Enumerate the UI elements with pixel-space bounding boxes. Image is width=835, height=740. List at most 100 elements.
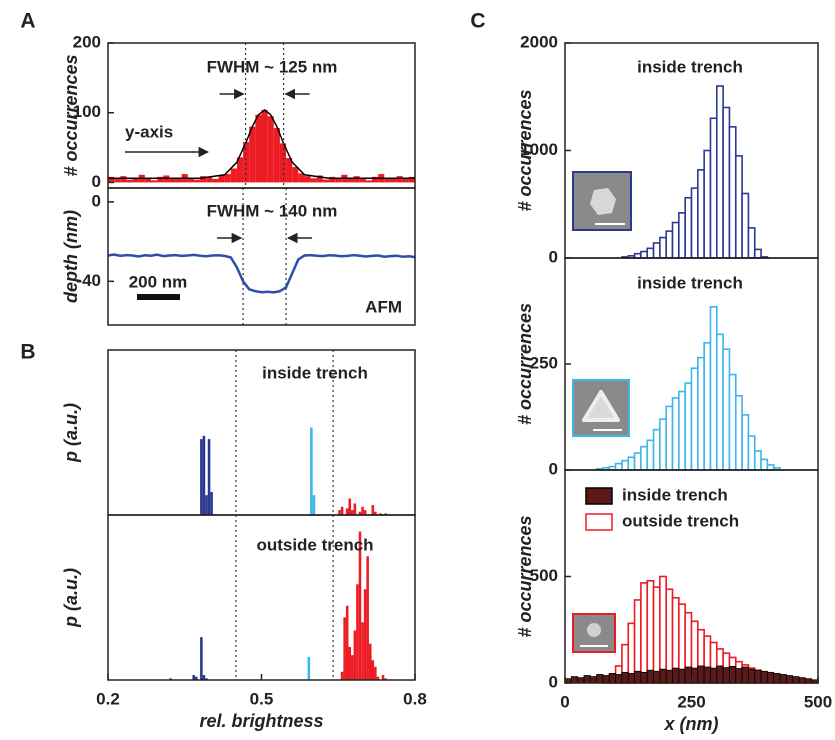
annotation: 200 nm bbox=[129, 272, 188, 291]
bar bbox=[659, 236, 667, 259]
x-tick-label: 250 bbox=[677, 692, 705, 711]
bar bbox=[753, 248, 762, 259]
bar bbox=[368, 643, 372, 680]
bar bbox=[741, 666, 749, 684]
bar bbox=[402, 178, 409, 183]
bar bbox=[200, 637, 203, 680]
inset-particle bbox=[582, 390, 620, 422]
bar bbox=[338, 510, 341, 515]
bar bbox=[633, 599, 642, 684]
bar bbox=[709, 117, 718, 259]
bar bbox=[652, 242, 661, 259]
panel-title: inside trench bbox=[637, 57, 743, 76]
bar bbox=[640, 582, 649, 684]
x-tick-label: 0.2 bbox=[96, 689, 120, 708]
bar bbox=[735, 668, 743, 684]
bar bbox=[261, 109, 268, 183]
bar bbox=[384, 513, 387, 515]
bar bbox=[646, 579, 655, 684]
bar bbox=[665, 669, 673, 684]
y-tick-label: -40 bbox=[76, 271, 101, 290]
inset-images bbox=[572, 171, 632, 653]
y-axis-label: # occurrences bbox=[515, 303, 535, 425]
inset-particle bbox=[590, 188, 616, 215]
bar bbox=[754, 669, 762, 684]
y-axis-label: p (a.u.) bbox=[61, 568, 81, 628]
bar bbox=[207, 439, 211, 515]
bar bbox=[365, 180, 373, 183]
x-tick-label: 500 bbox=[804, 692, 832, 711]
bar bbox=[353, 630, 357, 680]
bar bbox=[715, 333, 724, 471]
bar bbox=[760, 458, 769, 471]
bar bbox=[206, 177, 213, 183]
bar bbox=[358, 511, 362, 515]
bar bbox=[703, 149, 712, 259]
plot-frame bbox=[107, 187, 416, 326]
bar bbox=[335, 177, 342, 183]
bar bbox=[351, 655, 354, 680]
inset-particle bbox=[587, 623, 601, 637]
bar bbox=[697, 665, 705, 684]
bar bbox=[374, 511, 377, 515]
bar bbox=[722, 667, 730, 684]
bar bbox=[212, 178, 219, 183]
bar bbox=[748, 668, 756, 684]
bar bbox=[741, 414, 750, 471]
bar bbox=[361, 506, 364, 515]
bar bbox=[766, 464, 775, 471]
bar bbox=[169, 678, 172, 680]
y-tick-label: 250 bbox=[530, 353, 558, 372]
y-axis-label: p (a.u.) bbox=[61, 403, 81, 463]
bar bbox=[267, 116, 274, 183]
y-tick-label: 0 bbox=[549, 672, 558, 691]
bar bbox=[691, 667, 699, 684]
bar bbox=[292, 167, 299, 183]
bar bbox=[596, 674, 604, 684]
bar bbox=[343, 617, 346, 680]
bar bbox=[646, 247, 655, 259]
bar bbox=[376, 676, 380, 680]
bar bbox=[348, 647, 352, 680]
bar bbox=[169, 178, 176, 183]
profile-line bbox=[107, 253, 416, 294]
bar bbox=[307, 656, 311, 680]
bar bbox=[703, 341, 712, 471]
panel-title: outside trench bbox=[256, 535, 373, 554]
y-tick-label: 0 bbox=[92, 172, 101, 191]
bar bbox=[363, 589, 367, 680]
bar bbox=[345, 508, 349, 515]
annotation: FWHM ~ 125 nm bbox=[207, 57, 338, 76]
bar bbox=[753, 450, 762, 471]
bar bbox=[345, 605, 349, 680]
bar bbox=[210, 491, 213, 515]
bar bbox=[353, 176, 360, 183]
bar bbox=[659, 575, 667, 684]
bar bbox=[640, 671, 648, 684]
bar bbox=[728, 373, 737, 471]
bar bbox=[577, 677, 585, 684]
bar bbox=[371, 660, 375, 680]
bar bbox=[249, 126, 256, 183]
panel-letter: A bbox=[20, 10, 35, 33]
bar bbox=[798, 677, 806, 684]
bar bbox=[126, 179, 133, 183]
bar bbox=[279, 143, 287, 183]
bar bbox=[729, 665, 737, 684]
bar bbox=[372, 176, 379, 183]
bar bbox=[200, 176, 207, 183]
bar bbox=[773, 673, 781, 684]
bar bbox=[785, 675, 794, 684]
plots: 0 100 200 # occurrences A FWHM ~ 125 nm y-axis… bbox=[20, 10, 832, 734]
bar bbox=[114, 178, 121, 183]
bar bbox=[659, 418, 667, 471]
y-tick-label: 100 bbox=[73, 102, 101, 121]
bar bbox=[408, 176, 415, 183]
panel-letter: C bbox=[470, 10, 485, 33]
bar bbox=[608, 673, 617, 684]
bar bbox=[734, 394, 743, 471]
bar bbox=[716, 665, 724, 684]
bar bbox=[589, 676, 598, 684]
bar bbox=[678, 390, 686, 471]
